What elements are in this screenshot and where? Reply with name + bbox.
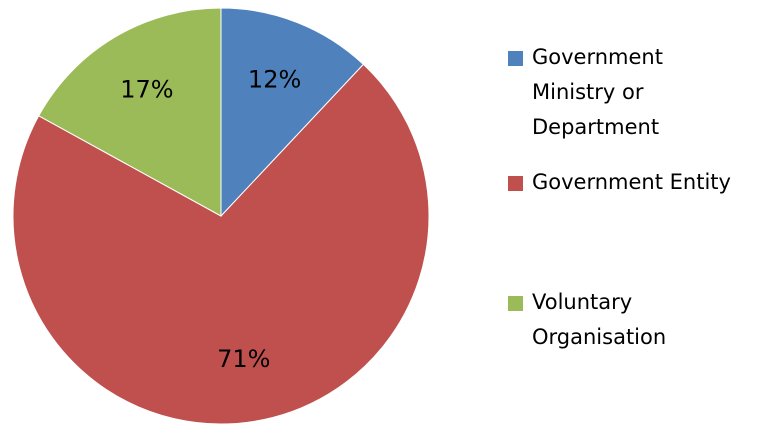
- legend-label: Government Ministry or Department: [532, 45, 663, 139]
- data-label: 17%: [120, 76, 173, 104]
- data-label: 12%: [248, 66, 301, 94]
- data-label: 71%: [217, 345, 270, 373]
- legend-item: Government Ministry or Department: [508, 40, 733, 145]
- legend-swatch: [508, 296, 523, 311]
- legend-label: Voluntary Organisation: [532, 290, 667, 349]
- pie-slice: [12, 63, 430, 425]
- legend-item: Government Entity: [508, 165, 733, 200]
- legend-label: Government Entity: [532, 170, 731, 194]
- pie-slice: [220, 7, 365, 218]
- pie-area: 12% 71% 17%: [12, 7, 430, 425]
- pie-slice: [38, 7, 222, 217]
- legend-swatch: [508, 51, 523, 66]
- legend-item: Voluntary Organisation: [508, 285, 733, 355]
- legend-swatch: [508, 176, 523, 191]
